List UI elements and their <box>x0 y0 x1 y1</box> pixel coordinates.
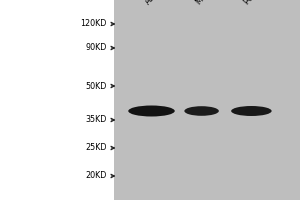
FancyBboxPatch shape <box>114 0 300 200</box>
Ellipse shape <box>231 106 272 116</box>
Text: 20KD: 20KD <box>85 171 106 180</box>
Text: 120KD: 120KD <box>80 20 106 28</box>
Text: A549: A549 <box>143 0 163 6</box>
Text: 90KD: 90KD <box>85 44 106 52</box>
Text: 25KD: 25KD <box>85 144 106 152</box>
Text: PC3: PC3 <box>242 0 259 6</box>
Ellipse shape <box>128 106 175 116</box>
Text: MCF-7: MCF-7 <box>194 0 217 6</box>
Text: 50KD: 50KD <box>85 82 106 90</box>
Text: 35KD: 35KD <box>85 116 106 124</box>
Ellipse shape <box>184 106 219 116</box>
